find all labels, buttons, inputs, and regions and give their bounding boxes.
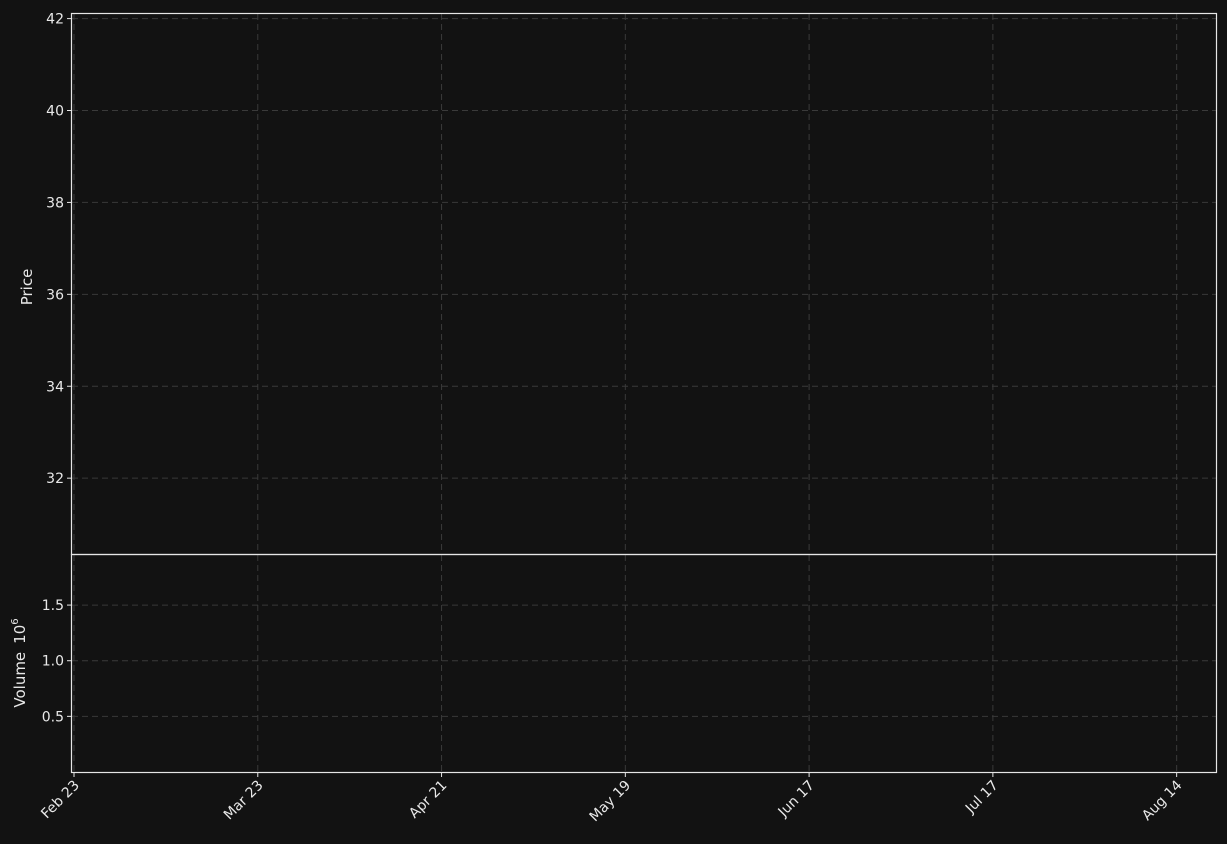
volume-axis: 0.5 1.0 1.5	[42, 598, 72, 725]
price-tick-label: 42	[46, 12, 64, 28]
price-tick-label: 34	[46, 379, 64, 395]
price-axis: 32 34 36 38 40 42	[46, 12, 72, 487]
volume-panel-frame	[70, 553, 1218, 774]
price-axis-label: Price	[18, 269, 36, 306]
price-tick-label: 38	[46, 195, 64, 211]
volume-axis-label: Volume 106	[10, 618, 29, 707]
volume-axis-label-base: 10	[11, 625, 29, 644]
price-tick-label: 40	[46, 104, 64, 120]
volume-tick-label: 1.0	[42, 654, 64, 670]
price-tick-label: 36	[46, 287, 64, 303]
price-tick-label: 32	[46, 471, 64, 487]
volume-axis-label-exponent: 6	[10, 618, 21, 624]
volume-axis-label-text: Volume	[11, 652, 29, 708]
price-grid	[72, 14, 1216, 554]
volume-tick-label: 0.5	[42, 709, 64, 725]
volume-tick-label: 1.5	[42, 598, 64, 614]
volume-grid	[72, 555, 1216, 772]
